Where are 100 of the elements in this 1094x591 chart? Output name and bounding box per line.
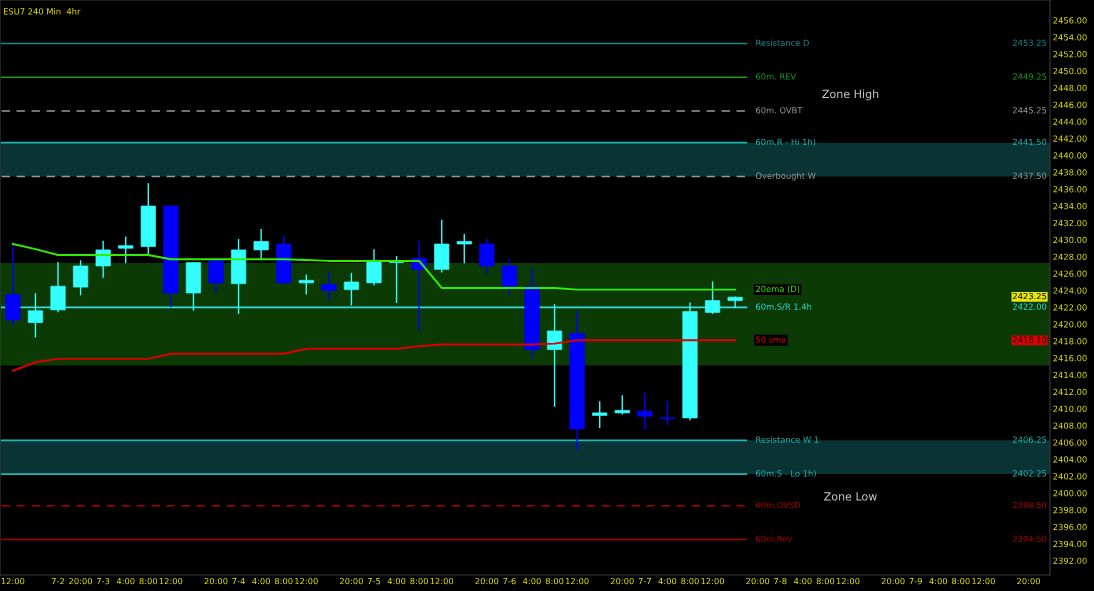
candlestick — [27, 293, 44, 338]
x-tick-label: 7-7 — [638, 578, 651, 585]
x-tick-label: 4:00 — [929, 577, 948, 585]
y-tick-label: 2444.00 — [1053, 118, 1087, 125]
y-tick-label: 2424.00 — [1053, 287, 1087, 294]
annotation: 2441.50 — [1013, 138, 1047, 146]
annotation: 2423.25 — [1013, 292, 1047, 300]
annotation: Zone Low — [824, 492, 877, 501]
candlestick — [479, 239, 495, 274]
x-tick-label: 7-4 — [232, 578, 245, 585]
annotation: 2398.50 — [1013, 501, 1047, 509]
y-tick-label: 2396.00 — [1053, 523, 1087, 531]
x-tick-label: 20:00 — [475, 577, 499, 585]
annotation: 2394.50 — [1013, 535, 1047, 542]
ref-line-label: Overbought W — [755, 172, 816, 181]
candlestick — [704, 281, 721, 314]
ref-line-label: 60m. OVBT — [756, 107, 803, 114]
x-tick-label: 20:00 — [610, 577, 634, 585]
y-tick-label: 2406.00 — [1053, 439, 1087, 446]
x-tick-label: 12:00 — [972, 577, 995, 585]
candlestick — [50, 261, 66, 313]
y-tick-label: 2456.00 — [1053, 17, 1087, 24]
y-tick-label: 2438.00 — [1053, 169, 1087, 176]
x-tick-label: 8:00 — [274, 577, 293, 585]
ref-line-label: Resistance D — [756, 39, 809, 46]
x-tick-label: 7-5 — [367, 578, 381, 585]
ref-line-label: 60m.S - Lo 1h) — [756, 470, 816, 478]
candlestick — [366, 249, 382, 286]
x-tick-label: 8:00 — [545, 577, 564, 585]
x-tick-label: 20:00 — [881, 577, 905, 585]
candlestick — [637, 392, 653, 430]
x-tick-label: 8:00 — [816, 577, 835, 585]
x-tick-label: 4:00 — [116, 577, 135, 585]
x-tick-label: 20:00 — [204, 577, 228, 585]
annotation: 2406.25 — [1013, 436, 1047, 443]
x-tick-label: 12:00 — [701, 577, 725, 585]
candlestick — [547, 304, 563, 407]
x-tick-label: 4:00 — [387, 577, 406, 585]
candlestick — [208, 260, 224, 292]
annotation: 2445.25 — [1013, 107, 1047, 114]
annotation: 2453.25 — [1013, 39, 1047, 46]
x-tick-label: 8:00 — [952, 577, 970, 585]
y-tick-label: 2408.00 — [1053, 422, 1087, 429]
ref-line-label: 60m.Rev — [756, 535, 793, 542]
candlestick — [298, 274, 314, 295]
x-tick-label: 7-3 — [97, 577, 110, 585]
candlestick — [253, 228, 269, 260]
candlestick — [456, 234, 472, 264]
y-tick-label: 2434.00 — [1053, 203, 1087, 210]
x-tick-label: 12:00 — [1, 577, 25, 585]
annotation: 2418.10 — [1013, 336, 1047, 343]
y-tick-label: 2426.00 — [1053, 270, 1087, 277]
y-tick-label: 2392.00 — [1053, 557, 1087, 564]
candlestick — [727, 296, 743, 309]
x-tick-label: 20:00 — [69, 577, 93, 585]
candlestick — [118, 236, 134, 264]
y-tick-label: 2442.00 — [1053, 135, 1087, 142]
ref-line-label: 60m.OVSD — [756, 501, 801, 509]
y-tick-label: 2440.00 — [1053, 152, 1087, 159]
y-tick-label: 2412.00 — [1053, 388, 1087, 396]
x-tick-label: 12:00 — [430, 577, 454, 585]
x-tick-label: 4:00 — [793, 577, 812, 585]
y-tick-label: 2404.00 — [1053, 456, 1087, 463]
candlestick — [321, 271, 337, 301]
y-tick-label: 2400.00 — [1053, 490, 1087, 497]
y-tick-label: 2454.00 — [1053, 34, 1087, 41]
y-tick-label: 2410.00 — [1053, 405, 1087, 412]
y-tick-label: 2430.00 — [1053, 236, 1087, 244]
ref-line-label: Resistance W 1 — [756, 436, 819, 443]
x-tick-label: 20:00 — [1017, 577, 1041, 585]
candlestick — [95, 240, 111, 278]
y-tick-label: 2416.00 — [1053, 354, 1087, 362]
y-tick-label: 2420.00 — [1053, 321, 1087, 328]
candlestick — [659, 401, 675, 426]
y-tick-label: 2448.00 — [1053, 84, 1087, 92]
candlestick — [73, 260, 89, 296]
y-tick-label: 2414.00 — [1053, 371, 1087, 379]
ref-line-label: 60m.R - Hi 1h) — [756, 138, 816, 147]
x-tick-label: 4:00 — [658, 577, 677, 585]
x-tick-label: 20:00 — [746, 577, 770, 585]
y-tick-label: 2394.00 — [1053, 540, 1087, 548]
x-tick-label: 20:00 — [340, 577, 363, 585]
x-tick-label: 8:00 — [681, 577, 699, 585]
y-tick-label: 2398.00 — [1053, 506, 1087, 514]
annotation: 2422.00 — [1013, 303, 1047, 310]
ref-line-label: 60m.S/R 1.4h — [756, 303, 812, 311]
y-tick-label: 2436.00 — [1053, 186, 1087, 193]
x-tick-label: 4:00 — [252, 577, 270, 585]
y-tick-label: 2422.00 — [1053, 304, 1087, 311]
y-tick-label: 2428.00 — [1053, 253, 1087, 260]
ref-line-label: 60m. REV — [756, 73, 797, 80]
x-tick-label: 7-9 — [909, 577, 922, 585]
annotation: 2402.25 — [1013, 470, 1047, 477]
x-tick-label: 7-2 — [51, 577, 64, 585]
annotation: 2437.50 — [1013, 172, 1047, 179]
x-tick-label: 12:00 — [566, 577, 589, 585]
candlestick — [501, 259, 517, 295]
y-tick-label: 2446.00 — [1053, 101, 1087, 108]
x-tick-label: 8:00 — [139, 577, 158, 585]
y-tick-label: 2452.00 — [1053, 51, 1087, 58]
